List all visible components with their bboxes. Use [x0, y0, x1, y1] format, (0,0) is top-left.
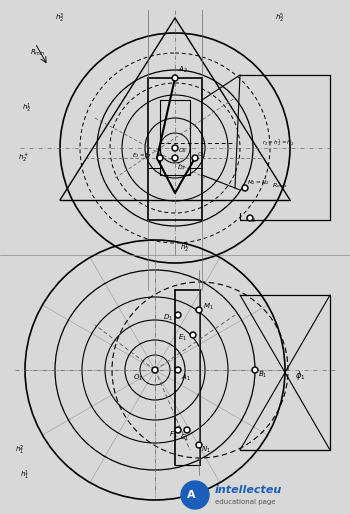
- Circle shape: [176, 429, 180, 431]
- Circle shape: [194, 156, 196, 159]
- Circle shape: [172, 155, 178, 161]
- Text: $B_1$: $B_1$: [258, 370, 267, 380]
- Circle shape: [176, 314, 180, 317]
- Text: $A_2$: $A_2$: [178, 65, 188, 75]
- Text: $D_1$: $D_1$: [163, 313, 173, 323]
- Circle shape: [247, 215, 253, 221]
- Circle shape: [192, 155, 198, 161]
- Circle shape: [184, 427, 190, 433]
- Circle shape: [159, 156, 161, 159]
- Circle shape: [242, 185, 248, 191]
- Text: $O_1$: $O_1$: [133, 373, 143, 383]
- Text: $h_1^1$: $h_1^1$: [20, 468, 29, 482]
- Circle shape: [196, 307, 202, 313]
- Circle shape: [197, 308, 201, 311]
- Circle shape: [196, 442, 202, 448]
- Circle shape: [176, 369, 180, 372]
- Text: educational page: educational page: [215, 499, 275, 505]
- Circle shape: [248, 216, 252, 219]
- Circle shape: [175, 427, 181, 433]
- Text: $C_2$: $C_2$: [197, 151, 205, 159]
- Text: $M_1$: $M_1$: [203, 302, 214, 312]
- Circle shape: [172, 75, 178, 81]
- Text: $M_2{=}N_2$: $M_2{=}N_2$: [247, 178, 269, 188]
- Circle shape: [172, 145, 178, 151]
- Circle shape: [154, 369, 156, 372]
- Circle shape: [174, 146, 176, 150]
- Text: $A_1$: $A_1$: [181, 373, 191, 383]
- Circle shape: [174, 156, 176, 159]
- Text: intellecteu: intellecteu: [215, 485, 282, 495]
- Text: $h_2^+$: $h_2^+$: [18, 152, 29, 164]
- Circle shape: [152, 367, 158, 373]
- Circle shape: [253, 369, 257, 372]
- Circle shape: [174, 77, 176, 80]
- Text: $E_1$: $E_1$: [178, 333, 187, 343]
- Text: $h_2^5$: $h_2^5$: [275, 11, 285, 25]
- Text: $h_1^2$: $h_1^2$: [15, 444, 24, 456]
- Text: A: A: [187, 490, 195, 500]
- Text: $h_2^1$: $h_2^1$: [22, 101, 32, 115]
- Text: $D_2$: $D_2$: [177, 163, 186, 173]
- Text: $R_{min}$: $R_{min}$: [30, 48, 46, 58]
- Circle shape: [190, 332, 196, 338]
- Text: $O_2$: $O_2$: [178, 146, 187, 155]
- Circle shape: [197, 444, 201, 447]
- Circle shape: [175, 367, 181, 373]
- Circle shape: [191, 334, 195, 337]
- Text: $R_{max}$: $R_{max}$: [272, 181, 288, 191]
- Circle shape: [157, 155, 163, 161]
- Text: $\phi_1$: $\phi_1$: [295, 369, 306, 381]
- Text: $h_2^1$: $h_2^1$: [180, 242, 190, 254]
- Text: $N_1$: $N_1$: [201, 445, 211, 455]
- Text: $C_1$: $C_1$: [180, 433, 189, 443]
- Text: $E_2{=}F_2$: $E_2{=}F_2$: [132, 152, 152, 160]
- Circle shape: [175, 312, 181, 318]
- Text: $F_1$: $F_1$: [169, 430, 178, 440]
- Circle shape: [186, 429, 189, 431]
- Circle shape: [244, 187, 246, 190]
- Text: $r_2{=}h_2^1{=}h_2$: $r_2{=}h_2^1{=}h_2$: [262, 138, 294, 149]
- Text: $B_2$: $B_2$: [247, 215, 257, 225]
- Circle shape: [252, 367, 258, 373]
- Text: $h_2^3$: $h_2^3$: [55, 11, 65, 25]
- Circle shape: [181, 481, 209, 509]
